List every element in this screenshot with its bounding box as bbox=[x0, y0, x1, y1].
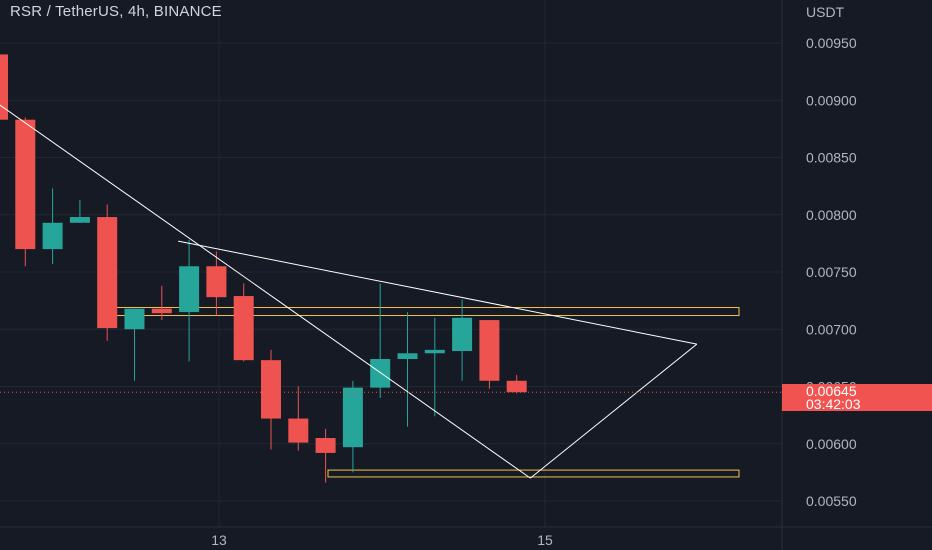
candle-body[interactable] bbox=[397, 353, 418, 360]
price-axis-unit: USDT bbox=[806, 4, 845, 20]
candle-body[interactable] bbox=[0, 54, 8, 120]
candle-body[interactable] bbox=[97, 217, 118, 329]
candle-body[interactable] bbox=[479, 320, 500, 381]
price-zone-rectangle[interactable] bbox=[327, 469, 740, 478]
candle-body[interactable] bbox=[342, 387, 363, 448]
candle-body[interactable] bbox=[179, 266, 200, 313]
candle-body[interactable] bbox=[124, 308, 145, 330]
trend-line-drawings bbox=[0, 104, 698, 479]
last-price-tag: 0.00645 03:42:03 bbox=[782, 384, 932, 411]
candle-body[interactable] bbox=[233, 296, 254, 361]
last-price-value: 0.00645 bbox=[806, 383, 857, 399]
price-tick-label: 0.00600 bbox=[806, 436, 857, 452]
candle-body[interactable] bbox=[151, 308, 172, 314]
price-tick-label: 0.00800 bbox=[806, 207, 857, 223]
candle-body[interactable] bbox=[206, 266, 227, 298]
candle-body[interactable] bbox=[315, 438, 336, 453]
symbol-title: RSR / TetherUS, 4h, BINANCE bbox=[10, 3, 222, 20]
bar-countdown: 03:42:03 bbox=[806, 396, 861, 412]
trend-line[interactable] bbox=[530, 343, 698, 479]
time-tick-label: 13 bbox=[211, 532, 227, 548]
price-tick-label: 0.00950 bbox=[806, 35, 857, 51]
price-tick-label: 0.00900 bbox=[806, 92, 857, 108]
candle-body[interactable] bbox=[452, 317, 473, 352]
price-tick-label: 0.00550 bbox=[806, 493, 857, 509]
price-tick-label: 0.00700 bbox=[806, 321, 857, 337]
candles bbox=[0, 54, 527, 483]
candle-body[interactable] bbox=[15, 119, 36, 250]
trend-line[interactable] bbox=[0, 104, 531, 479]
price-tick-label: 0.00750 bbox=[806, 264, 857, 280]
candle-body[interactable] bbox=[69, 217, 90, 223]
candle-body[interactable] bbox=[424, 349, 445, 354]
price-axis[interactable]: USDT 0.00950 0.00900 0.00850 0.00800 0.00750 0… bbox=[806, 4, 857, 509]
candle-body[interactable] bbox=[42, 222, 63, 250]
price-tick-label: 0.00850 bbox=[806, 150, 857, 166]
time-axis[interactable]: 13 15 bbox=[211, 532, 553, 548]
trend-line[interactable] bbox=[178, 240, 697, 345]
candle-body[interactable] bbox=[370, 359, 391, 388]
candle-body[interactable] bbox=[506, 380, 527, 393]
candle-body[interactable] bbox=[288, 418, 309, 443]
candle-body[interactable] bbox=[261, 360, 281, 419]
time-tick-label: 15 bbox=[537, 532, 553, 548]
